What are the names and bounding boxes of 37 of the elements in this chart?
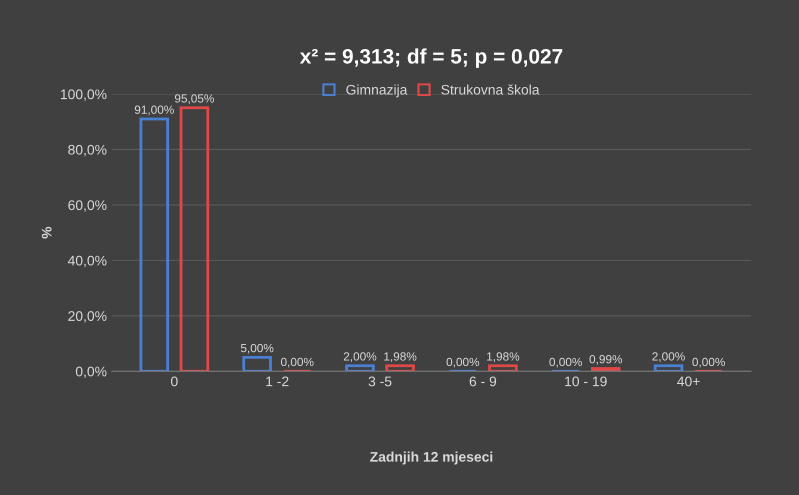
x-tick-label: 0 <box>171 376 178 386</box>
y-tick-label: 60,0% <box>68 200 107 212</box>
data-label: 0,00% <box>446 358 480 368</box>
chart-title: x² = 9,313; df = 5; p = 0,027 <box>300 48 562 68</box>
x-tick-label: 1 -2 <box>266 376 288 386</box>
data-label: 5,00% <box>240 344 274 354</box>
x-tick-label: 10 - 19 <box>565 376 607 386</box>
bar <box>345 364 375 372</box>
x-tick-label: 6 - 9 <box>470 376 496 386</box>
data-label: 1,98% <box>384 352 416 362</box>
y-tick-label: 100,0% <box>60 89 107 101</box>
bar <box>242 356 272 372</box>
data-label: 2,00% <box>652 352 685 362</box>
y-tick-label: 40,0% <box>68 256 107 268</box>
data-label: 0,99% <box>590 355 622 365</box>
data-label: 0,00% <box>280 358 314 368</box>
data-label: 2,00% <box>344 352 376 362</box>
data-label: 0,00% <box>549 358 582 368</box>
legend-label: Strukovna škola <box>441 84 540 95</box>
bar <box>591 367 621 372</box>
y-tick-label: 80,0% <box>68 144 107 156</box>
legend-label: Gimnazija <box>346 84 408 98</box>
bar <box>140 118 170 372</box>
y-tick-label: 20,0% <box>68 311 107 323</box>
y-axis-title: % <box>42 226 52 238</box>
bar <box>180 106 210 372</box>
x-tick-label: 3 -5 <box>368 376 392 386</box>
data-label: 91,00% <box>134 106 174 116</box>
x-tick-label: 40+ <box>677 376 700 386</box>
bar <box>385 364 415 372</box>
data-label: 1,98% <box>487 352 520 362</box>
data-label: 0,00% <box>692 358 725 368</box>
bar <box>654 364 684 372</box>
data-label: 95,05% <box>174 94 214 104</box>
bar <box>488 364 518 372</box>
y-tick-label: 0,0% <box>76 366 107 378</box>
x-axis-title: Zadnjih 12 mjeseci <box>370 452 492 465</box>
